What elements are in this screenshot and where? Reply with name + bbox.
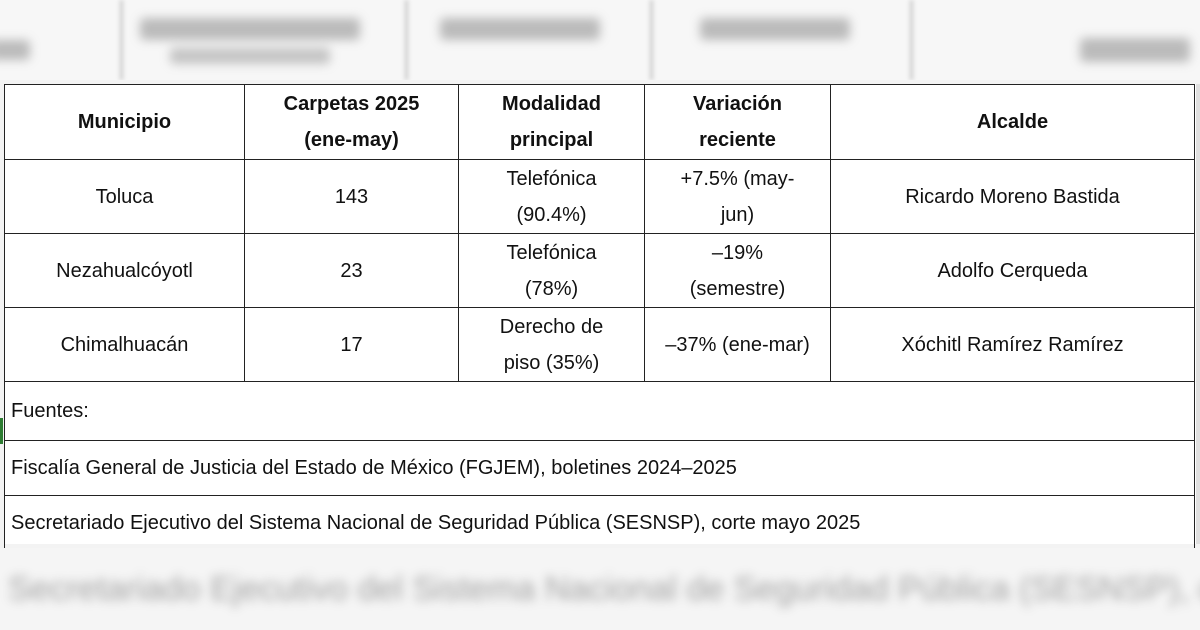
cell-alcalde: Adolfo Cerqueda — [830, 233, 1195, 308]
cell-alcalde: Xóchitl Ramírez Ramírez — [830, 307, 1195, 382]
background-column-line — [405, 0, 408, 80]
cell-municipio: Toluca — [4, 159, 245, 234]
header-modalidad: Modalidad principal — [458, 84, 645, 160]
table-header-row: Municipio Carpetas 2025 (ene-may) Modalid… — [4, 84, 1195, 160]
cell-carpetas: 23 — [244, 233, 459, 308]
data-table: Municipio Carpetas 2025 (ene-may) Modalid… — [4, 84, 1195, 551]
sources-row: Secretariado Ejecutivo del Sistema Nacio… — [4, 495, 1195, 551]
header-municipio: Municipio — [4, 84, 245, 160]
background-column-line — [120, 0, 123, 80]
sources-row: Fuentes: — [4, 381, 1195, 441]
background-blur-texture — [0, 0, 1200, 80]
background-column-line — [910, 0, 913, 80]
cell-municipio: Nezahualcóyotl — [4, 233, 245, 308]
table-row: Nezahualcóyotl 23 Telefónica (78%) –19% (s… — [4, 233, 1195, 308]
background-blurred-caption: Secretariado Ejecutivo del Sistema Nacio… — [8, 570, 1200, 608]
table-row: Chimalhuacán 17 Derecho de piso (35%) –37… — [4, 307, 1195, 382]
header-carpetas: Carpetas 2025 (ene-may) — [244, 84, 459, 160]
cell-carpetas: 17 — [244, 307, 459, 382]
sources-label: Fuentes: — [4, 381, 1195, 441]
cell-modalidad: Derecho de piso (35%) — [458, 307, 645, 382]
background-blurred-footer: Secretariado Ejecutivo del Sistema Nacio… — [0, 548, 1200, 630]
card-edge — [1196, 84, 1200, 544]
cell-variacion: –37% (ene-mar) — [644, 307, 831, 382]
cell-alcalde: Ricardo Moreno Bastida — [830, 159, 1195, 234]
source-item: Fiscalía General de Justicia del Estado … — [4, 440, 1195, 496]
cell-carpetas: 143 — [244, 159, 459, 234]
header-variacion: Variación reciente — [644, 84, 831, 160]
cell-variacion: +7.5% (may-jun) — [644, 159, 831, 234]
source-item: Secretariado Ejecutivo del Sistema Nacio… — [4, 495, 1195, 551]
header-alcalde: Alcalde — [830, 84, 1195, 160]
cell-modalidad: Telefónica (78%) — [458, 233, 645, 308]
table-row: Toluca 143 Telefónica (90.4%) +7.5% (may-… — [4, 159, 1195, 234]
cell-municipio: Chimalhuacán — [4, 307, 245, 382]
cell-variacion: –19% (semestre) — [644, 233, 831, 308]
sources-row: Fiscalía General de Justicia del Estado … — [4, 440, 1195, 496]
background-column-line — [650, 0, 653, 80]
background-blurred-header — [0, 0, 1200, 80]
cell-modalidad: Telefónica (90.4%) — [458, 159, 645, 234]
data-table-card: Municipio Carpetas 2025 (ene-may) Modalid… — [4, 84, 1196, 551]
cell-selection-marker — [0, 418, 3, 444]
